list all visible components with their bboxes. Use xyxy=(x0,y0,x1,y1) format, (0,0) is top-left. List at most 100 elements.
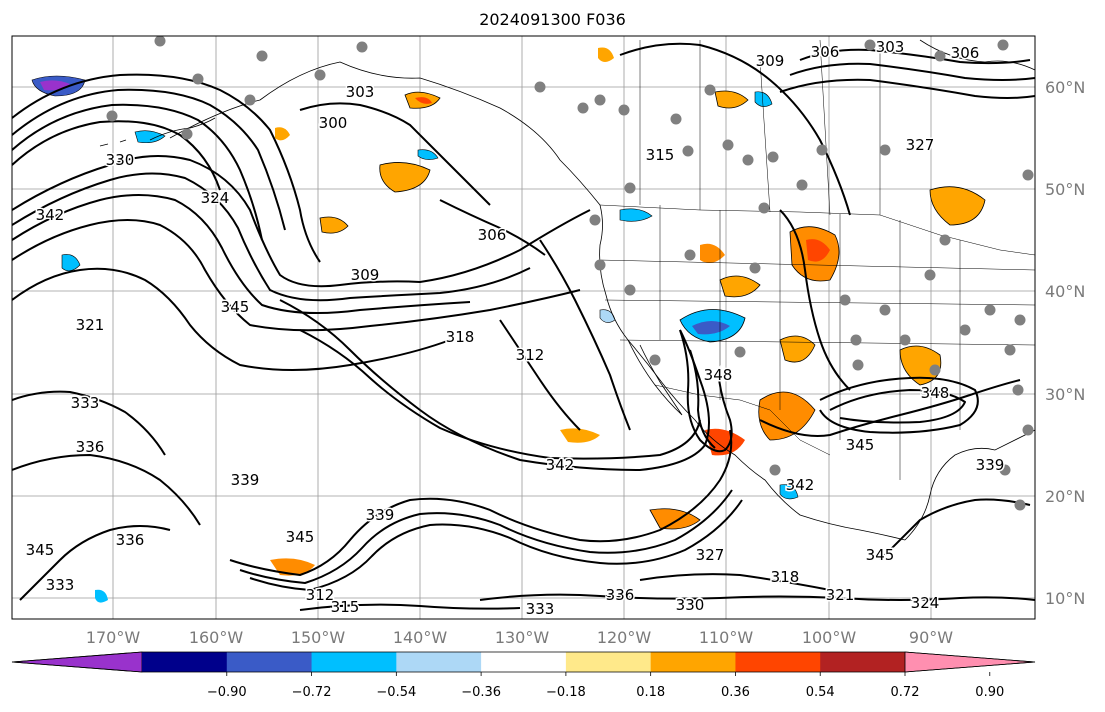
colorbar-bin xyxy=(396,652,482,672)
lon-tick-label: 90°W xyxy=(909,628,953,647)
contour-label: 318 xyxy=(446,328,475,346)
station-dot xyxy=(742,154,754,166)
colorbar-tick-label: 0.36 xyxy=(721,685,750,700)
contour-line xyxy=(779,209,851,391)
contour-label: 339 xyxy=(976,456,1005,474)
station-dot xyxy=(924,269,936,281)
contour-line xyxy=(499,319,581,431)
station-dot xyxy=(839,294,851,306)
station-dot xyxy=(999,464,1011,476)
contour-line xyxy=(619,42,851,216)
colorbar-extend-high xyxy=(904,651,1036,673)
shading-patch xyxy=(598,47,614,62)
lon-tick-label: 150°W xyxy=(291,628,346,647)
contour-label: 330 xyxy=(676,596,705,614)
contour-label: 309 xyxy=(756,52,785,70)
station-dot xyxy=(852,359,864,371)
station-dot xyxy=(649,354,661,366)
contour-line xyxy=(879,498,1031,561)
map-frame xyxy=(11,35,1036,620)
contour-line xyxy=(479,593,1035,601)
station-dot xyxy=(618,104,630,116)
shading-patch xyxy=(275,127,290,141)
contour-line xyxy=(829,389,966,424)
colorbar-tick-label: 0.72 xyxy=(891,685,920,700)
contour-label: 339 xyxy=(231,471,260,489)
station-dot xyxy=(1022,424,1034,436)
contour-line xyxy=(789,62,1035,81)
contour-line xyxy=(639,573,831,591)
contour-line xyxy=(679,329,733,453)
station-dot xyxy=(734,346,746,358)
gridlines xyxy=(12,36,1035,619)
lon-tick-label: 110°W xyxy=(699,628,754,647)
station-dots xyxy=(106,36,1034,511)
contour-label: 342 xyxy=(786,476,815,494)
colorbar-bin xyxy=(565,652,652,672)
lon-tick-label: 140°W xyxy=(393,628,448,647)
alaska-coast xyxy=(169,61,601,206)
contour-label: 336 xyxy=(116,531,145,549)
shading-patch xyxy=(779,335,816,363)
shading-patch xyxy=(95,589,108,603)
station-dot xyxy=(1014,314,1026,326)
contour-line xyxy=(759,379,1021,437)
shading-patch xyxy=(417,149,439,160)
contour-label: 336 xyxy=(76,438,105,456)
map-background xyxy=(12,36,1035,619)
contour-label: 345 xyxy=(846,436,875,454)
contour-label: 306 xyxy=(951,44,980,62)
lon-tick-label: 160°W xyxy=(189,628,244,647)
colorbar-extend-low xyxy=(11,651,143,673)
contour-label: 327 xyxy=(696,546,725,564)
contour-label: 312 xyxy=(306,586,335,604)
contour-label: 342 xyxy=(546,456,575,474)
shading-patch xyxy=(758,391,816,441)
lon-tick-label: 100°W xyxy=(802,628,857,647)
state-boundaries xyxy=(599,39,1035,480)
contour-line xyxy=(12,73,321,263)
contour-label: 342 xyxy=(36,206,65,224)
shading-patch xyxy=(714,90,749,109)
station-dot xyxy=(816,144,828,156)
station-dot xyxy=(1004,344,1016,356)
contour-line xyxy=(299,102,491,206)
shading-patch xyxy=(270,558,315,576)
contour-label: 336 xyxy=(606,586,635,604)
contour-label: 309 xyxy=(351,266,380,284)
station-dot xyxy=(864,39,876,51)
shading-patch xyxy=(319,216,349,234)
map-title: 2024091300 F036 xyxy=(479,10,626,29)
hudson-bay-edge xyxy=(919,39,1035,71)
contour-line xyxy=(229,429,733,576)
baja-california xyxy=(627,339,683,416)
contour-label: 306 xyxy=(811,43,840,61)
contour-label: 318 xyxy=(771,568,800,586)
station-dot xyxy=(594,94,606,106)
station-dot xyxy=(256,50,268,62)
shading-patch xyxy=(899,345,942,386)
contour-line xyxy=(799,48,1031,65)
shading-patch xyxy=(61,254,81,272)
lon-tick-label: 120°W xyxy=(597,628,652,647)
contour-line xyxy=(539,239,631,431)
contour-line xyxy=(12,454,201,526)
station-dot xyxy=(984,304,996,316)
station-dot xyxy=(670,113,682,125)
station-dot xyxy=(314,69,326,81)
colorbar-tick-label: 0.90 xyxy=(975,685,1004,700)
pacific-coast xyxy=(599,204,906,541)
aleutian-islands xyxy=(99,117,216,147)
shading-patch xyxy=(719,275,761,298)
contour-line xyxy=(12,219,581,332)
shading-patch xyxy=(692,321,730,335)
colorbar-tick-label: −0.90 xyxy=(207,685,247,700)
contour-line xyxy=(12,88,286,231)
lat-tick-label: 20°N xyxy=(1045,487,1085,506)
canada-provinces xyxy=(639,39,881,216)
contour-label: 303 xyxy=(876,38,905,56)
lat-tick-label: 50°N xyxy=(1045,180,1085,199)
contour-line xyxy=(689,349,716,449)
